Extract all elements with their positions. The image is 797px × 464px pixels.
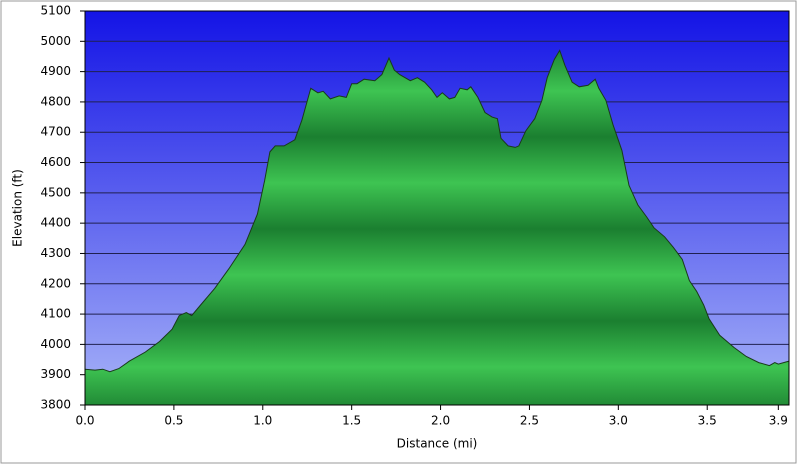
y-tick-label: 5000 xyxy=(40,34,71,48)
y-tick-label: 4200 xyxy=(40,276,71,290)
y-tick-label: 4500 xyxy=(40,185,71,199)
y-tick-label: 4900 xyxy=(40,64,71,78)
x-axis-title: Distance (mi) xyxy=(397,437,478,451)
x-tick-label: 3.0 xyxy=(609,414,628,428)
y-tick-label: 4300 xyxy=(40,246,71,260)
y-tick-label: 4800 xyxy=(40,94,71,108)
plot-border xyxy=(84,10,790,406)
y-tick-label: 4600 xyxy=(40,155,71,169)
x-tick-label: 3.9 xyxy=(769,414,788,428)
y-tick-label: 3800 xyxy=(40,398,71,412)
elevation-line xyxy=(84,49,790,373)
y-axis-title: Elevation (ft) xyxy=(11,169,25,247)
x-tick-label: 0.0 xyxy=(75,414,94,428)
x-tick-label: 3.5 xyxy=(698,414,717,428)
y-tick-label: 4000 xyxy=(40,337,71,351)
y-tick-label: 4400 xyxy=(40,216,71,230)
x-tick-label: 2.0 xyxy=(431,414,450,428)
x-tick-label: 2.5 xyxy=(520,414,539,428)
y-tick-label: 4700 xyxy=(40,125,71,139)
x-tick-label: 0.5 xyxy=(164,414,183,428)
x-tick-label: 1.0 xyxy=(253,414,272,428)
y-tick-label: 4100 xyxy=(40,307,71,321)
y-tick-label: 5100 xyxy=(40,4,71,18)
elevation-area xyxy=(85,50,789,406)
y-tick-label: 3900 xyxy=(40,367,71,381)
x-tick-label: 1.5 xyxy=(342,414,361,428)
